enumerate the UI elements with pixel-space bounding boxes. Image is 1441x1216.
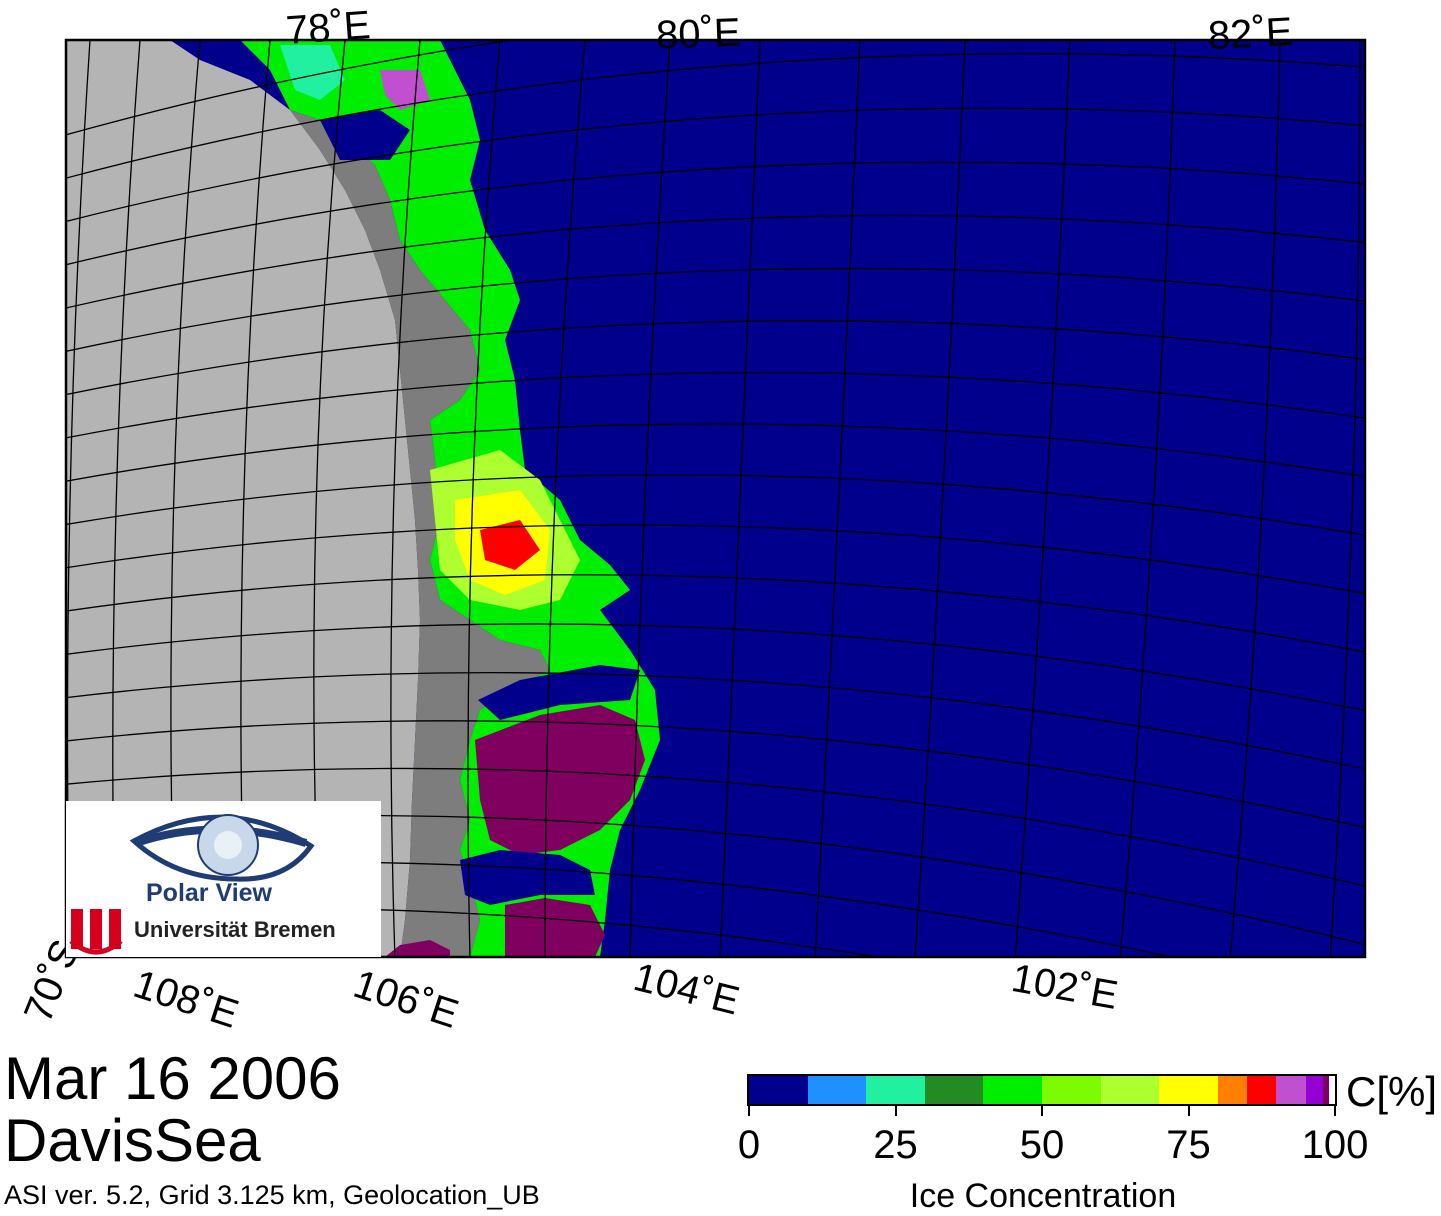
colorbar-tick-label: 0	[738, 1123, 760, 1168]
colorbar-tick-label: 25	[873, 1123, 918, 1168]
logo-subtitle: Universität Bremen	[134, 917, 336, 943]
colorbar-segment	[1329, 1076, 1335, 1104]
colorbar-segment	[1276, 1076, 1305, 1104]
lon-label-top-82: 82˚E	[1207, 10, 1294, 59]
colorbar-title: Ice Concentration	[910, 1177, 1177, 1216]
colorbar-segment	[808, 1076, 867, 1104]
colorbar-segment	[749, 1076, 808, 1104]
colorbar-unit: C[%]	[1346, 1068, 1437, 1116]
pack-ice-bottom	[505, 898, 605, 957]
colorbar-tick-label: 100	[1302, 1123, 1369, 1168]
colorbar-tick-label: 50	[1020, 1123, 1065, 1168]
colorbar-segment	[1247, 1076, 1276, 1104]
colorbar-segment	[866, 1076, 925, 1104]
logo-title: Polar View	[146, 879, 272, 908]
colorbar-segment	[983, 1076, 1042, 1104]
colorbar-tick	[1188, 1104, 1190, 1116]
colorbar-segment	[1218, 1076, 1247, 1104]
lon-label-top-80: 80˚E	[655, 11, 741, 59]
colorbar-segment	[1042, 1076, 1101, 1104]
colorbar-tick	[895, 1104, 897, 1116]
colorbar-tick	[1041, 1104, 1043, 1116]
date-title: Mar 16 2006	[4, 1048, 341, 1110]
region-title: DavisSea	[4, 1110, 261, 1172]
footnote: ASI ver. 5.2, Grid 3.125 km, Geolocation…	[4, 1180, 540, 1211]
colorbar-segment	[1101, 1076, 1160, 1104]
colorbar	[747, 1074, 1337, 1106]
colorbar-segment	[1306, 1076, 1324, 1104]
polar-view-logo: Polar View Universität Bremen	[66, 801, 381, 957]
colorbar-tick	[1334, 1104, 1336, 1116]
colorbar-segment	[1159, 1076, 1218, 1104]
colorbar-tick-label: 75	[1166, 1123, 1211, 1168]
lon-label-top-78: 78˚E	[285, 3, 372, 54]
colorbar-segment	[925, 1076, 984, 1104]
colorbar-tick	[748, 1104, 750, 1116]
